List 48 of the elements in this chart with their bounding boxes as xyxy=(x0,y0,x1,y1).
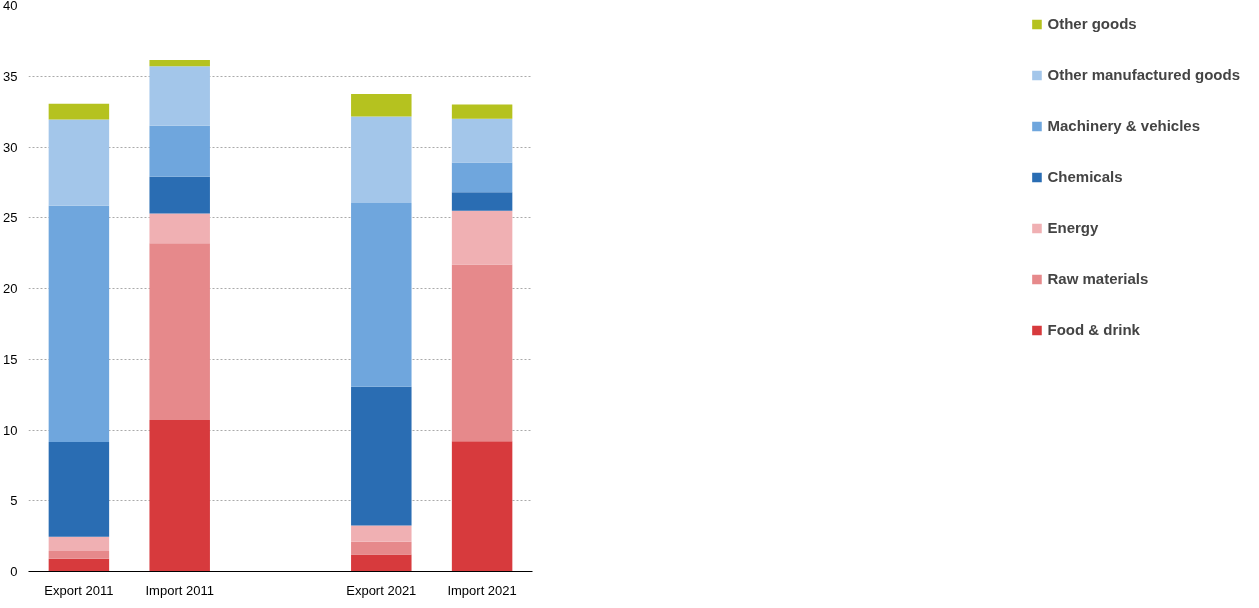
bar xyxy=(48,536,110,551)
y-tick-label: 20 xyxy=(3,281,18,296)
legend-label: Chemicals xyxy=(1047,168,1123,185)
bar xyxy=(451,210,513,265)
bar xyxy=(451,104,513,119)
legend-label: Machinery & vehicles xyxy=(1047,117,1201,134)
x-tick-label: Export 2011 xyxy=(44,582,114,598)
bar xyxy=(351,202,412,387)
bar xyxy=(149,59,210,67)
legend-label: Other manufactured goods xyxy=(1047,66,1240,83)
bar xyxy=(451,264,513,442)
y-tick-label: 0 xyxy=(10,564,18,579)
bar xyxy=(149,176,210,214)
y-tick-label: 35 xyxy=(3,68,18,84)
bar xyxy=(48,442,110,537)
y-tick-label: 10 xyxy=(3,422,18,438)
bar xyxy=(451,162,513,193)
legend-label: Raw materials xyxy=(1047,270,1149,287)
bar xyxy=(351,525,412,542)
bar xyxy=(149,66,210,126)
legend-label: Energy xyxy=(1047,219,1099,236)
x-tick-label: Import 2021 xyxy=(447,582,517,598)
bar xyxy=(48,550,110,559)
bar xyxy=(48,103,110,120)
bar xyxy=(451,118,513,163)
legend-label: Other goods xyxy=(1047,15,1137,32)
bar xyxy=(351,93,412,117)
bar xyxy=(149,213,210,244)
bar xyxy=(351,541,412,555)
x-tick-label: Import 2011 xyxy=(145,582,214,598)
y-tick-label: 25 xyxy=(3,210,18,226)
bar xyxy=(451,192,513,211)
bar xyxy=(149,125,210,177)
bar xyxy=(451,441,513,572)
bar xyxy=(48,119,110,206)
bar xyxy=(351,386,412,526)
y-tick-label: 40 xyxy=(3,0,18,13)
bar xyxy=(351,116,412,203)
legend-label: Food & drink xyxy=(1047,321,1140,338)
bar xyxy=(149,243,210,421)
bar xyxy=(48,205,110,443)
bar xyxy=(149,420,210,572)
y-tick-label: 30 xyxy=(3,139,18,155)
bar xyxy=(48,558,110,572)
y-tick-label: 5 xyxy=(10,493,18,509)
y-tick-label: 15 xyxy=(3,351,18,367)
x-tick-label: Export 2021 xyxy=(346,582,417,598)
bar xyxy=(351,554,412,572)
